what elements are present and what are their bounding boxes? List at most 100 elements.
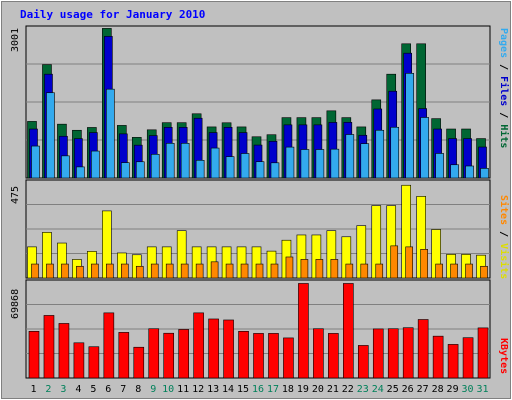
bar-pages	[61, 155, 70, 179]
bar-kbytes	[238, 330, 249, 379]
bar-kbytes	[343, 283, 354, 379]
bar-pages	[480, 168, 489, 179]
bar-kbytes	[298, 283, 309, 379]
x-tick-label: 15	[237, 384, 249, 395]
x-tick-label: 22	[342, 384, 354, 395]
x-tick-label: 20	[312, 384, 324, 395]
x-tick-label: 28	[432, 384, 444, 395]
x-tick-label: 12	[192, 384, 204, 395]
legend-middle: Sites / Visits	[498, 195, 510, 279]
x-tick-label: 9	[150, 384, 156, 395]
bar-pages	[300, 149, 310, 179]
bar-pages	[315, 149, 325, 179]
bars	[27, 28, 489, 379]
legend-sites: Sites	[498, 195, 510, 225]
bar-sites	[61, 263, 69, 279]
x-tick-label: 2	[45, 384, 51, 395]
bar-pages	[360, 143, 370, 179]
bar-pages	[180, 143, 190, 179]
bar-sites	[315, 259, 324, 279]
x-tick-label: 19	[297, 384, 309, 395]
bar-kbytes	[223, 319, 234, 379]
bar-sites	[405, 246, 413, 279]
x-tick-label: 24	[372, 384, 384, 395]
x-tick-label: 18	[282, 384, 294, 395]
bar-sites	[345, 263, 354, 279]
bar-sites	[180, 263, 189, 279]
bar-kbytes	[313, 328, 324, 379]
x-tick-label: 14	[222, 384, 234, 395]
bar-sites	[121, 263, 129, 279]
bar-pages	[135, 161, 145, 179]
bar-kbytes	[178, 329, 189, 379]
bar-pages	[270, 162, 280, 179]
bar-kbytes	[268, 333, 279, 379]
bar-sites	[450, 263, 458, 279]
bar-pages	[195, 160, 205, 179]
bar-sites	[360, 263, 369, 279]
ymax-label-usage: 3001	[10, 28, 21, 52]
legend-pages: Pages	[498, 28, 509, 58]
bar-kbytes	[148, 328, 160, 379]
bar-pages	[345, 134, 355, 179]
bar-kbytes	[432, 335, 444, 379]
bar-pages	[465, 165, 474, 179]
bar-sites	[435, 263, 443, 279]
x-tick-label: 21	[327, 384, 339, 395]
bar-sites	[135, 265, 144, 279]
bar-kbytes	[402, 327, 414, 379]
bar-sites	[225, 263, 234, 279]
bar-pages	[165, 143, 175, 179]
bar-kbytes	[328, 333, 339, 379]
bar-sites	[210, 261, 219, 279]
bar-pages	[450, 164, 459, 179]
x-tick-label: 23	[357, 384, 369, 395]
x-tick-label: 10	[162, 384, 174, 395]
bar-sites	[465, 263, 473, 279]
bar-pages	[121, 162, 130, 179]
bar-pages	[240, 153, 250, 179]
bar-sites	[31, 263, 39, 279]
x-tick-label: 27	[417, 384, 429, 395]
bar-kbytes	[163, 332, 175, 379]
bar-sites	[240, 263, 249, 279]
bar-pages	[390, 126, 400, 179]
x-tick-label: 7	[120, 384, 126, 395]
bar-pages	[31, 145, 40, 179]
bar-kbytes	[447, 344, 459, 379]
ymax-label-kbytes: 69868	[10, 289, 21, 319]
legend-files: Files	[498, 76, 510, 106]
x-tick-label: 5	[90, 384, 96, 395]
bar-pages	[375, 129, 385, 179]
bar-kbytes	[43, 315, 55, 379]
legend-separator: /	[498, 106, 509, 124]
x-tick-label: 8	[135, 384, 141, 395]
bar-sites	[300, 259, 309, 279]
x-tick-label: 16	[252, 384, 264, 395]
x-tick-label: 11	[177, 384, 189, 395]
x-tick-label: 25	[387, 384, 399, 395]
bar-sites	[285, 256, 294, 279]
bar-kbytes	[118, 332, 130, 379]
bar-sites	[106, 263, 114, 279]
x-tick-labels: 1 2 3 4 5 6 7 8 9 10 11 12 13 14 15 16 17 18 19 20 21 22 23 24 2…	[30, 384, 488, 395]
bar-kbytes	[387, 328, 399, 379]
bar-sites	[420, 249, 428, 279]
x-tick-label: 6	[105, 384, 111, 395]
bar-kbytes	[88, 346, 100, 379]
bar-pages	[150, 154, 160, 179]
bar-sites	[330, 259, 339, 279]
bar-kbytes	[73, 342, 85, 379]
x-tick-label: 31	[476, 384, 488, 395]
x-tick-label: 3	[60, 384, 66, 395]
bar-sites	[46, 263, 54, 279]
bar-kbytes	[103, 312, 115, 379]
bar-pages	[405, 73, 414, 179]
x-tick-label: 13	[207, 384, 219, 395]
bar-kbytes	[283, 337, 294, 379]
bar-sites	[195, 263, 204, 279]
bar-pages	[106, 88, 115, 179]
x-tick-label: 29	[447, 384, 459, 395]
bar-kbytes	[28, 330, 40, 379]
